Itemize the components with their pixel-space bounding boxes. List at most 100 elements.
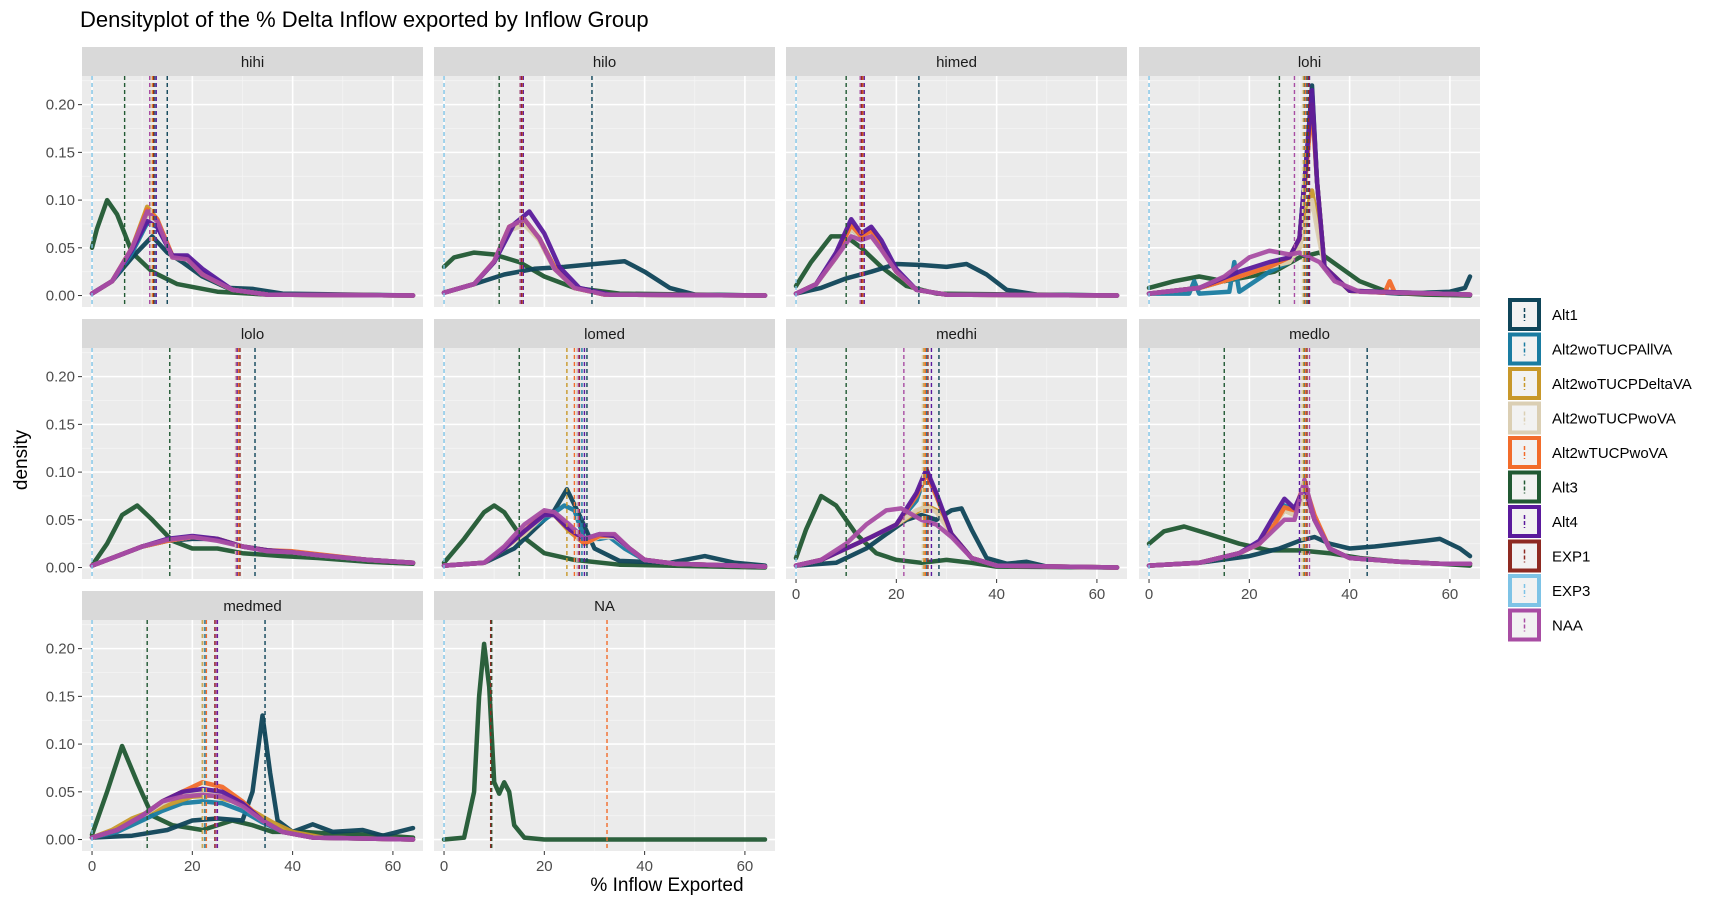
x-tick-label: 0 [440,858,448,875]
x-tick-label: 0 [1145,586,1153,603]
x-tick-label: 40 [1341,586,1358,603]
x-tick-label: 20 [184,858,201,875]
facet-panel-hihi: hihi 0.00 0.05 0.10 0.15 0.20 [46,47,423,307]
x-tick-label: 60 [385,858,402,875]
y-tick-label: 0.05 [46,240,75,257]
legend-label: EXP1 [1552,549,1590,566]
facet-strip-label: medlo [1289,326,1330,343]
legend-label: Alt1 [1552,307,1578,324]
y-tick-label: 0.20 [46,641,75,658]
facet-strip [786,319,1127,348]
facet-strip-label: hihi [241,54,264,71]
facet-strip-label: lomed [584,326,625,343]
legend-key [1508,505,1541,538]
legend-label: Alt2woTUCPAllVA [1552,342,1672,359]
x-tick-label: 40 [988,586,1005,603]
facet-strip [1139,319,1480,348]
legend-item-alt2wotucpallva: Alt2woTUCPAllVA [1508,332,1672,366]
x-tick-label: 20 [1241,586,1258,603]
density-curve-alt3 [441,641,768,842]
density-curve-alt1 [441,487,768,568]
legend: Alt1 Alt2woTUCPAllVA Alt2woTUCPDeltaVA Alt2… [1508,298,1692,642]
panel-data-layer [441,348,768,579]
density-curve-naa [793,506,1120,570]
panel-data-layer [89,348,416,579]
density-curve-alt1 [793,506,1120,570]
panel-data-layer [89,76,416,307]
facet-strip-label: medmed [223,598,281,615]
y-tick-label: 0.00 [46,560,75,577]
x-tick-label: 0 [792,586,800,603]
panel-data-layer [1146,76,1473,307]
legend-item-alt1: Alt1 [1508,298,1578,331]
legend-label: Alt3 [1552,480,1578,497]
facet-panel-lohi: lohi [1139,47,1480,307]
x-tick-label: 20 [536,858,553,875]
density-curve-alt1 [89,713,416,840]
legend-item-alt4: Alt4 [1508,505,1578,538]
facet-strip [434,591,775,620]
facet-panel-medlo: medlo 0 20 40 60 [1139,319,1480,603]
facet-strip-label: lohi [1298,54,1321,71]
y-tick-label: 0.10 [46,464,75,481]
facet-strip-label: NA [594,598,615,615]
legend-item-alt2wotucpwova: Alt2woTUCPwoVA [1508,401,1676,435]
x-tick-label: 40 [636,858,653,875]
facet-panels: hihi 0.00 0.05 0.10 0.15 0.20 hilo himed lohi lol… [46,47,1480,875]
y-axis-title: density [11,429,32,490]
facet-strip-label: lolo [241,326,264,343]
plot-background [82,76,423,307]
facet-strip [82,319,423,348]
density-curve-alt3 [89,503,416,568]
x-tick-label: 60 [1442,586,1459,603]
y-tick-label: 0.15 [46,144,75,161]
legend-label: Alt2woTUCPDeltaVA [1552,376,1692,393]
plot-background [434,348,775,579]
legend-label: Alt2woTUCPwoVA [1552,411,1676,428]
facet-panel-hilo: hilo [434,47,775,307]
panel-data-layer [1146,348,1473,579]
y-tick-label: 0.05 [46,784,75,801]
legend-item-exp3: EXP3 [1508,574,1590,607]
legend-item-naa: NAA [1508,608,1583,642]
x-tick-label: 40 [284,858,301,875]
density-curve-alt3 [793,493,1120,570]
y-tick-label: 0.20 [46,369,75,386]
chart-title: Densityplot of the % Delta Inflow export… [80,7,649,32]
facet-strip [434,319,775,348]
legend-label: EXP3 [1552,583,1590,600]
panel-data-layer [793,348,1120,579]
y-tick-label: 0.10 [46,192,75,209]
y-tick-label: 0.15 [46,416,75,433]
density-curve-alt1 [1146,534,1473,568]
legend-label: NAA [1552,618,1583,635]
facet-strip [82,47,423,76]
panel-data-layer [441,76,768,307]
density-curve-alt1 [793,261,1120,298]
y-tick-label: 0.00 [46,288,75,305]
density-curve-naa [89,534,416,568]
x-axis-title: % Inflow Exported [590,875,743,896]
facet-strip [786,47,1127,76]
facet-panel-medmed: medmed 0.00 0.05 0.10 0.15 0.20 0 20 40 60 [46,591,423,875]
plot-background [786,76,1127,307]
y-tick-label: 0.05 [46,512,75,529]
y-tick-label: 0.10 [46,736,75,753]
density-curve-naa [89,792,416,842]
x-tick-label: 0 [88,858,96,875]
y-tick-label: 0.00 [46,832,75,849]
density-curve-naa [441,216,768,298]
facet-panel-medhi: medhi 0 20 40 60 [786,319,1127,603]
facet-strip [82,591,423,620]
x-tick-label: 20 [888,586,905,603]
density-curve-alt1 [441,258,768,298]
density-curve-naa [793,234,1120,298]
facet-strip-label: hilo [593,54,616,71]
facet-strip [434,47,775,76]
x-tick-label: 60 [1089,586,1106,603]
legend-item-alt2wotucpdeltava: Alt2woTUCPDeltaVA [1508,367,1692,400]
facet-panel-himed: himed [786,47,1127,307]
density-curve-alt3 [441,503,768,570]
legend-label: Alt2wTUCPwoVA [1552,445,1668,462]
